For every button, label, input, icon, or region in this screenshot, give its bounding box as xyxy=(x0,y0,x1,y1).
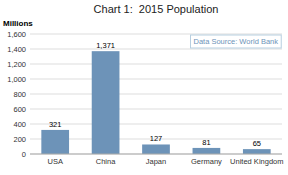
data-label: 321 xyxy=(49,120,62,129)
y-tick-label: 400 xyxy=(13,120,26,129)
bar xyxy=(92,51,120,154)
y-tick-label: 200 xyxy=(13,135,26,144)
bars xyxy=(41,51,270,154)
title: Chart 1: 2015 Population xyxy=(94,3,219,15)
y-axis-label: Millions xyxy=(3,19,33,28)
data-label: 1,371 xyxy=(96,41,115,50)
chart: Chart 1: 2015 Population Millions 0 200 400 6… xyxy=(0,0,288,175)
bar xyxy=(142,144,170,154)
grid-line xyxy=(30,34,282,35)
x-tick-label: Japan xyxy=(146,157,166,166)
y-tick-label: 1,200 xyxy=(7,60,26,69)
bar xyxy=(193,148,221,154)
x-tick-label: United Kingdom xyxy=(230,157,283,166)
x-tick-label: China xyxy=(96,157,116,166)
grid-line xyxy=(30,94,282,95)
grid-line xyxy=(30,79,282,80)
x-axis-line xyxy=(30,154,282,155)
y-tick-label: 800 xyxy=(13,90,26,99)
grid xyxy=(30,34,282,154)
x-tick-label: Germany xyxy=(191,157,222,166)
y-tick-label: 600 xyxy=(13,105,26,114)
y-tick-label: 0 xyxy=(22,150,26,159)
annotation: Data Source: World Bank xyxy=(191,35,282,48)
y-tick-label: 1,400 xyxy=(7,45,26,54)
y-tick-label: 1,000 xyxy=(7,75,26,84)
grid-line xyxy=(30,49,282,50)
grid-line xyxy=(30,64,282,65)
annotation-box xyxy=(191,35,282,48)
data-label: 65 xyxy=(253,139,261,148)
grid-line xyxy=(30,109,282,110)
x-tick-label: USA xyxy=(47,157,62,166)
grid-line xyxy=(30,124,282,125)
bar xyxy=(243,149,271,154)
y-tick-label: 1,600 xyxy=(7,30,26,39)
annotation-text: Data Source: World Bank xyxy=(194,37,279,46)
grid-line xyxy=(30,154,282,155)
data-label: 127 xyxy=(150,134,163,143)
data-label: 81 xyxy=(202,138,210,147)
bar xyxy=(41,130,69,154)
